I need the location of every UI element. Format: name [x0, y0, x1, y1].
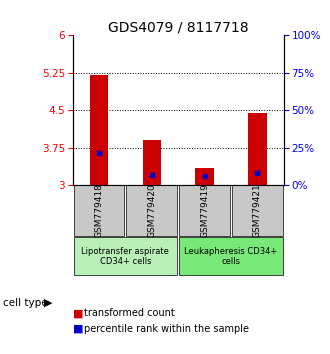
Text: ■: ■	[73, 324, 83, 333]
Text: percentile rank within the sample: percentile rank within the sample	[84, 324, 249, 333]
Text: ▶: ▶	[44, 298, 52, 308]
Text: ■: ■	[73, 308, 83, 318]
Bar	[143, 140, 161, 185]
Text: transformed count: transformed count	[84, 308, 175, 318]
Bar	[248, 113, 267, 185]
FancyBboxPatch shape	[179, 185, 230, 236]
Text: GSM779419: GSM779419	[200, 183, 209, 238]
Text: GSM779421: GSM779421	[253, 183, 262, 238]
Bar	[90, 75, 108, 185]
Text: GSM779420: GSM779420	[147, 183, 156, 238]
FancyBboxPatch shape	[126, 185, 177, 236]
FancyBboxPatch shape	[74, 185, 124, 236]
Title: GDS4079 / 8117718: GDS4079 / 8117718	[108, 20, 248, 34]
FancyBboxPatch shape	[74, 237, 177, 275]
FancyBboxPatch shape	[179, 237, 283, 275]
Text: cell type: cell type	[3, 298, 48, 308]
Text: Leukapheresis CD34+
cells: Leukapheresis CD34+ cells	[184, 246, 278, 266]
Bar	[195, 167, 214, 185]
FancyBboxPatch shape	[232, 185, 283, 236]
Text: GSM779418: GSM779418	[94, 183, 104, 238]
Text: Lipotransfer aspirate
CD34+ cells: Lipotransfer aspirate CD34+ cells	[82, 246, 169, 266]
